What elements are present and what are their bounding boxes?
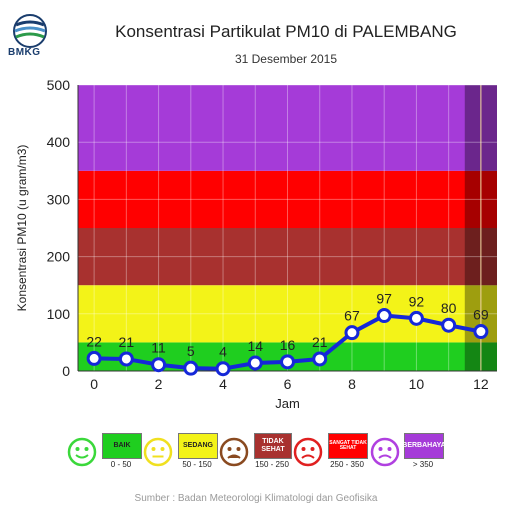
data-point bbox=[280, 354, 295, 370]
band-4 bbox=[78, 85, 497, 171]
data-point bbox=[151, 357, 167, 373]
band-1 bbox=[78, 285, 497, 343]
chart-subtitle: 31 Desember 2015 bbox=[234, 52, 338, 66]
data-label: 11 bbox=[151, 340, 166, 356]
smile-face-icon bbox=[67, 437, 97, 467]
x-tick-label: 2 bbox=[155, 376, 163, 392]
y-tick-label: 100 bbox=[47, 306, 71, 322]
x-axis-label: Jam bbox=[275, 396, 300, 411]
data-point bbox=[473, 324, 489, 340]
plot-svg: 0 100 200 300 400 500 0 2 4 6 8 10 12 Jam Konsentrasi … bbox=[15, 77, 497, 411]
data-label: 80 bbox=[441, 300, 457, 316]
y-tick-label: 0 bbox=[62, 363, 70, 379]
data-point bbox=[408, 310, 424, 326]
legend-range: 50 - 150 bbox=[182, 460, 212, 469]
x-tick-label: 10 bbox=[409, 376, 425, 392]
data-label: 97 bbox=[376, 291, 392, 307]
data-label: 22 bbox=[86, 333, 102, 349]
data-label: 4 bbox=[219, 344, 227, 360]
data-label: 21 bbox=[119, 334, 135, 350]
data-label: 21 bbox=[312, 334, 328, 350]
legend-swatch: BERBAHAYA bbox=[402, 433, 446, 459]
legend-swatch: SANGAT TIDAK SEHAT bbox=[328, 433, 368, 459]
data-label: 67 bbox=[344, 308, 360, 324]
bmkg-logo-icon bbox=[13, 14, 47, 48]
y-tick-label: 200 bbox=[47, 249, 71, 265]
sad-face-icon bbox=[219, 437, 249, 467]
data-label: 16 bbox=[280, 337, 296, 353]
danger-face-icon bbox=[370, 437, 400, 467]
y-axis-label: Konsentrasi PM10 (u gram/m3) bbox=[15, 145, 29, 312]
band-2 bbox=[78, 228, 497, 286]
legend-range: 0 - 50 bbox=[110, 460, 132, 469]
data-point bbox=[247, 355, 263, 371]
legend-range: 250 - 350 bbox=[330, 460, 364, 469]
legend-swatch: TIDAK SEHAT bbox=[254, 433, 292, 459]
data-label: 92 bbox=[409, 293, 425, 309]
data-point bbox=[441, 317, 457, 333]
data-point bbox=[215, 361, 231, 377]
neutral-face-icon bbox=[143, 437, 173, 467]
data-label: 69 bbox=[473, 307, 489, 323]
source-text: Sumber : Badan Meteorologi Klimatologi d… bbox=[134, 493, 378, 504]
logo-text: BMKG bbox=[8, 47, 41, 58]
data-point bbox=[376, 308, 392, 324]
angry-face-icon bbox=[293, 437, 323, 467]
legend-swatch: SEDANG bbox=[178, 433, 218, 459]
x-tick-label: 4 bbox=[219, 376, 227, 392]
data-point bbox=[312, 351, 328, 367]
x-tick-label: 0 bbox=[90, 376, 98, 392]
data-label: 5 bbox=[187, 343, 195, 359]
y-tick-label: 400 bbox=[47, 134, 71, 150]
y-tick-label: 300 bbox=[47, 191, 71, 207]
x-tick-label: 6 bbox=[284, 376, 292, 392]
data-point bbox=[183, 360, 199, 376]
legend-range: > 350 bbox=[412, 460, 434, 469]
band-3 bbox=[78, 170, 497, 228]
legend-swatch: BAIK bbox=[102, 433, 142, 459]
x-tick-label: 8 bbox=[348, 376, 356, 392]
legend-range: 150 - 250 bbox=[255, 460, 289, 469]
data-point bbox=[344, 325, 360, 341]
y-tick-label: 500 bbox=[47, 77, 71, 93]
data-point bbox=[86, 350, 102, 366]
x-tick-label: 12 bbox=[473, 376, 489, 392]
chart-title: Konsentrasi Partikulat PM10 di PALEMBANG bbox=[115, 22, 457, 41]
data-label: 14 bbox=[247, 338, 263, 354]
data-point bbox=[118, 351, 134, 367]
